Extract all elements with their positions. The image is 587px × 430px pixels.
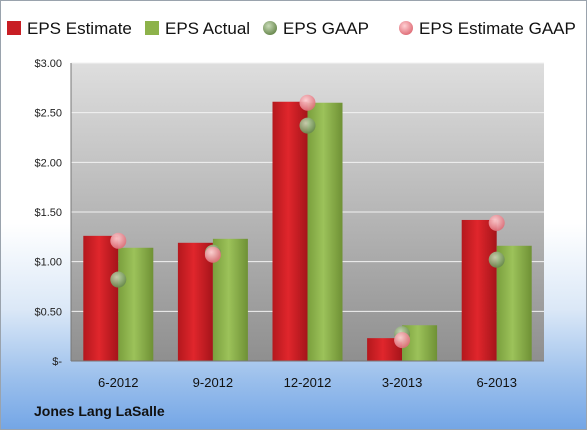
- marker-eps-estimate-gaap: [299, 94, 316, 111]
- bar-eps-actual: [118, 247, 154, 361]
- marker-eps-gaap: [110, 271, 127, 288]
- bar-eps-estimate: [272, 101, 308, 362]
- bars: [83, 101, 532, 362]
- legend-swatch: [145, 21, 159, 35]
- y-tick-label: $2.00: [34, 157, 62, 169]
- marker-eps-estimate-gaap: [394, 332, 411, 349]
- y-tick-label: $-: [52, 356, 62, 368]
- legend: EPS Estimate EPS Actual EPS GAAP EPS Estima…: [7, 19, 576, 38]
- legend-swatch: [263, 21, 277, 35]
- marker-eps-estimate-gaap: [488, 214, 505, 231]
- bar-eps-estimate: [83, 235, 119, 361]
- legend-swatch: [7, 21, 21, 35]
- marker-eps-gaap: [488, 251, 505, 268]
- y-tick-label: $1.50: [34, 207, 62, 219]
- x-tick-label: 12-2012: [284, 375, 332, 390]
- legend-label: EPS GAAP: [283, 19, 369, 38]
- markers: [110, 94, 505, 349]
- bar-eps-estimate: [367, 338, 403, 361]
- marker-eps-gaap: [299, 117, 316, 134]
- x-tick-label: 6-2013: [476, 375, 516, 390]
- x-axis: 6-2012 9-2012 12-2012 3-2013 6-2013: [71, 360, 544, 390]
- company-name: Jones Lang LaSalle: [34, 403, 165, 419]
- y-tick-label: $2.50: [34, 108, 62, 120]
- y-tick-label: $1.00: [34, 257, 62, 269]
- x-tick-label: 3-2013: [382, 375, 422, 390]
- marker-eps-estimate-gaap: [110, 232, 127, 249]
- marker-eps-estimate-gaap: [204, 246, 221, 263]
- bar-eps-estimate: [177, 242, 213, 361]
- bar-eps-actual: [307, 102, 343, 361]
- y-axis: $3.00 $2.50 $2.00 $1.50 $1.00 $0.50 $-: [34, 58, 72, 368]
- legend-label: EPS Estimate: [27, 19, 132, 38]
- legend-swatch: [399, 21, 413, 35]
- legend-label: EPS Actual: [165, 19, 250, 38]
- bar-eps-estimate: [461, 219, 497, 361]
- y-tick-label: $3.00: [34, 58, 62, 70]
- x-tick-label: 9-2012: [193, 375, 233, 390]
- y-tick-label: $0.50: [34, 306, 62, 318]
- legend-label: EPS Estimate GAAP: [419, 19, 576, 38]
- x-tick-label: 6-2012: [98, 375, 138, 390]
